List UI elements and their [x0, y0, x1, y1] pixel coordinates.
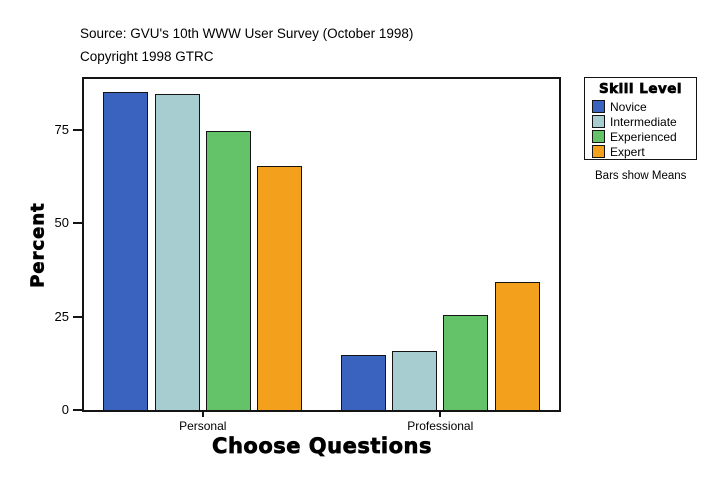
- bar-expert-professional: [494, 282, 540, 410]
- x-category-label: Personal: [179, 419, 227, 433]
- legend-box: Skill Level Novice Intermediate Experience…: [584, 77, 697, 160]
- legend-swatch-icon: [592, 130, 605, 143]
- bar-novice-professional: [340, 355, 386, 410]
- legend-item-label: Experienced: [610, 129, 677, 144]
- y-tick-label: 0: [61, 402, 69, 417]
- y-tick-mark: [73, 222, 82, 225]
- y-tick-label: 50: [54, 215, 69, 231]
- bar-intermediate-professional: [392, 351, 438, 410]
- legend-swatch-icon: [592, 145, 605, 158]
- plot-area: 0 25 50 75 Personal Professional: [55, 77, 561, 433]
- copyright-text: Copyright 1998 GTRC: [80, 49, 214, 64]
- y-tick-mark: [73, 315, 82, 318]
- y-tick-mark: [73, 128, 82, 131]
- legend-item-label: Intermediate: [610, 114, 677, 129]
- legend-item-expert: Expert: [585, 144, 696, 159]
- y-tick-mark: [73, 409, 82, 411]
- bar-intermediate-personal: [154, 94, 200, 410]
- x-category-label: Professional: [407, 419, 474, 433]
- bar-experienced-personal: [205, 130, 251, 410]
- bar-novice-personal: [103, 92, 149, 410]
- x-axis-title: Choose Questions: [212, 434, 432, 459]
- legend-item-intermediate: Intermediate: [585, 114, 696, 129]
- legend-swatch-icon: [592, 115, 605, 128]
- legend-item-label: Expert: [610, 144, 645, 159]
- source-text: Source: GVU's 10th WWW User Survey (Octo…: [80, 26, 414, 41]
- legend-item-novice: Novice: [585, 99, 696, 114]
- y-tick-label: 25: [54, 308, 69, 324]
- legend-item-experienced: Experienced: [585, 129, 696, 144]
- x-tick-mark: [439, 410, 442, 417]
- legend-rows: Novice Intermediate Experienced Expert: [585, 99, 696, 159]
- legend-title: Skill Level: [598, 81, 683, 98]
- legend-item-label: Novice: [610, 99, 647, 114]
- x-tick-mark: [201, 410, 204, 417]
- bar-expert-personal: [257, 166, 303, 410]
- y-tick-label: 75: [54, 121, 69, 137]
- bar-experienced-professional: [443, 315, 489, 410]
- legend-note: Bars show Means: [595, 170, 687, 182]
- legend-swatch-icon: [592, 100, 605, 113]
